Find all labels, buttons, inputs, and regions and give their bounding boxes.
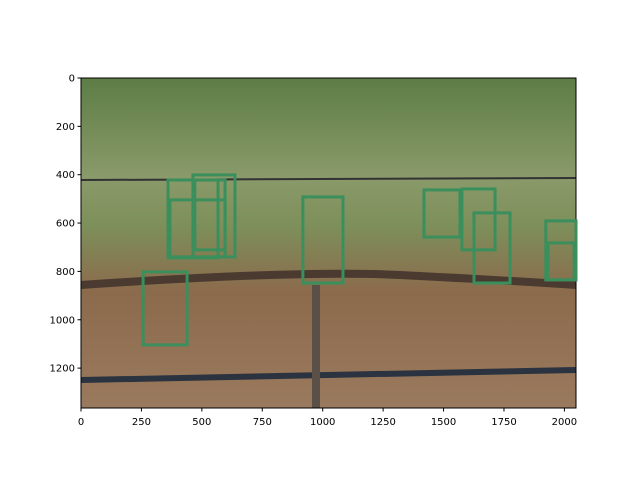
y-tick-label: 1200 [50, 364, 75, 375]
x-tick-label: 2000 [552, 417, 577, 428]
bounding-box [193, 178, 227, 252]
x-tick-label: 1000 [310, 417, 335, 428]
x-tick-label: 500 [192, 417, 211, 428]
y-tick-label: 1000 [50, 315, 75, 326]
x-tick-label: 1750 [491, 417, 516, 428]
y-tick-label: 800 [56, 267, 75, 278]
x-tick-label: 1250 [370, 417, 395, 428]
x-tick-label: 0 [78, 417, 84, 428]
bounding-box [472, 211, 512, 285]
y-tick-label: 600 [56, 219, 75, 230]
y-tick-label: 0 [69, 74, 75, 85]
bounding-box [460, 187, 497, 252]
x-tick-label: 250 [132, 417, 151, 428]
bounding-box [546, 241, 576, 282]
photo [80, 78, 577, 408]
y-tick-label: 200 [56, 122, 75, 133]
bounding-box [422, 188, 462, 239]
bounding-box [191, 173, 237, 259]
bounding-box [141, 270, 189, 347]
x-tick-label: 750 [253, 417, 272, 428]
y-tick-label: 400 [56, 170, 75, 181]
bounding-box [301, 195, 345, 285]
x-tick-label: 1500 [431, 417, 456, 428]
